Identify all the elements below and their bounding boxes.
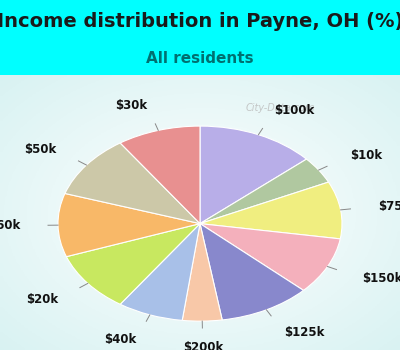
Wedge shape xyxy=(200,182,342,239)
Text: $100k: $100k xyxy=(274,104,314,118)
Text: $150k: $150k xyxy=(362,272,400,285)
Wedge shape xyxy=(200,224,340,290)
Wedge shape xyxy=(65,143,200,224)
Text: $40k: $40k xyxy=(104,333,136,346)
Text: Income distribution in Payne, OH (%): Income distribution in Payne, OH (%) xyxy=(0,12,400,30)
Text: $75k: $75k xyxy=(378,200,400,213)
Text: $30k: $30k xyxy=(115,99,147,112)
Text: $125k: $125k xyxy=(284,327,325,340)
Wedge shape xyxy=(120,224,200,320)
Text: $50k: $50k xyxy=(24,143,56,156)
Text: City-Data.com: City-Data.com xyxy=(245,103,315,113)
Text: All residents: All residents xyxy=(146,51,254,66)
Wedge shape xyxy=(182,224,222,321)
Wedge shape xyxy=(58,194,200,257)
Text: $10k: $10k xyxy=(350,149,382,162)
Wedge shape xyxy=(120,126,200,224)
Text: $20k: $20k xyxy=(26,293,58,306)
Wedge shape xyxy=(200,224,304,320)
Wedge shape xyxy=(66,224,200,304)
Wedge shape xyxy=(200,159,328,224)
Text: $200k: $200k xyxy=(183,341,223,350)
Wedge shape xyxy=(200,126,306,224)
Text: $60k: $60k xyxy=(0,219,20,232)
